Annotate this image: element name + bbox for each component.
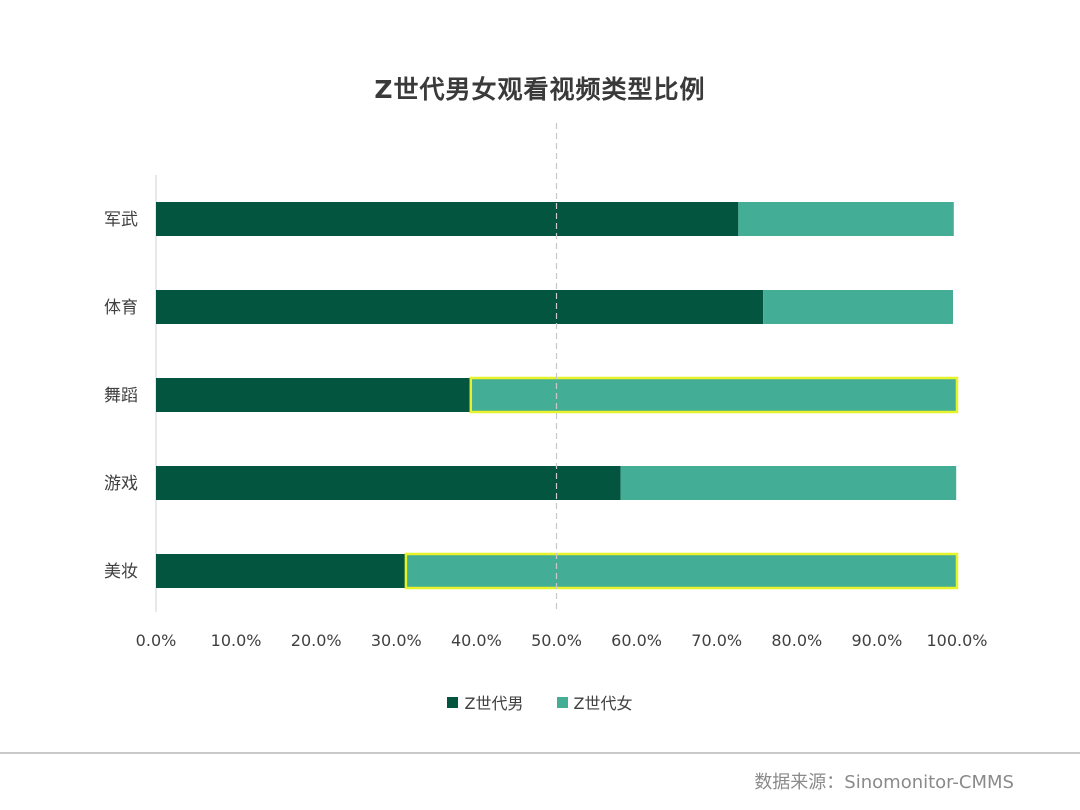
category-label-3: 游戏 [104, 474, 138, 494]
bar-male-4 [156, 554, 406, 588]
x-tick-label-4: 40.0% [451, 631, 502, 650]
legend-item-female: Z世代女 [556, 690, 633, 714]
legend-swatch-female [556, 696, 568, 708]
bar-male-2 [156, 378, 471, 412]
legend-item-male: Z世代男 [447, 690, 523, 714]
bar-female-3 [620, 466, 957, 500]
x-tick-label-10: 100.0% [926, 631, 987, 650]
x-tick-label-0: 0.0% [136, 631, 177, 650]
bar-female-4 [404, 552, 959, 590]
category-label-0: 军武 [104, 210, 138, 230]
source-note: 数据来源：Sinomonitor-CMMS [754, 772, 1014, 793]
category-label-4: 美妆 [104, 562, 138, 582]
x-tick-label-6: 60.0% [611, 631, 662, 650]
chart-legend: Z世代男 Z世代女 [0, 690, 1080, 714]
bar-female-1 [763, 290, 953, 324]
x-tick-label-7: 70.0% [691, 631, 742, 650]
x-tick-label-5: 50.0% [531, 631, 582, 650]
legend-label-female: Z世代女 [573, 694, 633, 713]
x-tick-label-9: 90.0% [851, 631, 902, 650]
x-tick-label-3: 30.0% [371, 631, 422, 650]
x-tick-label-2: 20.0% [291, 631, 342, 650]
x-tick-label-8: 80.0% [771, 631, 822, 650]
category-label-2: 舞蹈 [104, 386, 138, 406]
legend-swatch-male [447, 696, 459, 708]
category-label-1: 体育 [104, 298, 138, 318]
x-tick-label-1: 10.0% [211, 631, 262, 650]
footer-divider [0, 752, 1080, 754]
bar-female-0 [738, 202, 954, 236]
bar-male-0 [156, 202, 739, 236]
bar-male-3 [156, 466, 621, 500]
bar-male-1 [156, 290, 764, 324]
bar-female-2 [469, 376, 959, 414]
legend-label-male: Z世代男 [464, 694, 524, 713]
chart-title: Z世代男女观看视频类型比例 [374, 75, 706, 104]
